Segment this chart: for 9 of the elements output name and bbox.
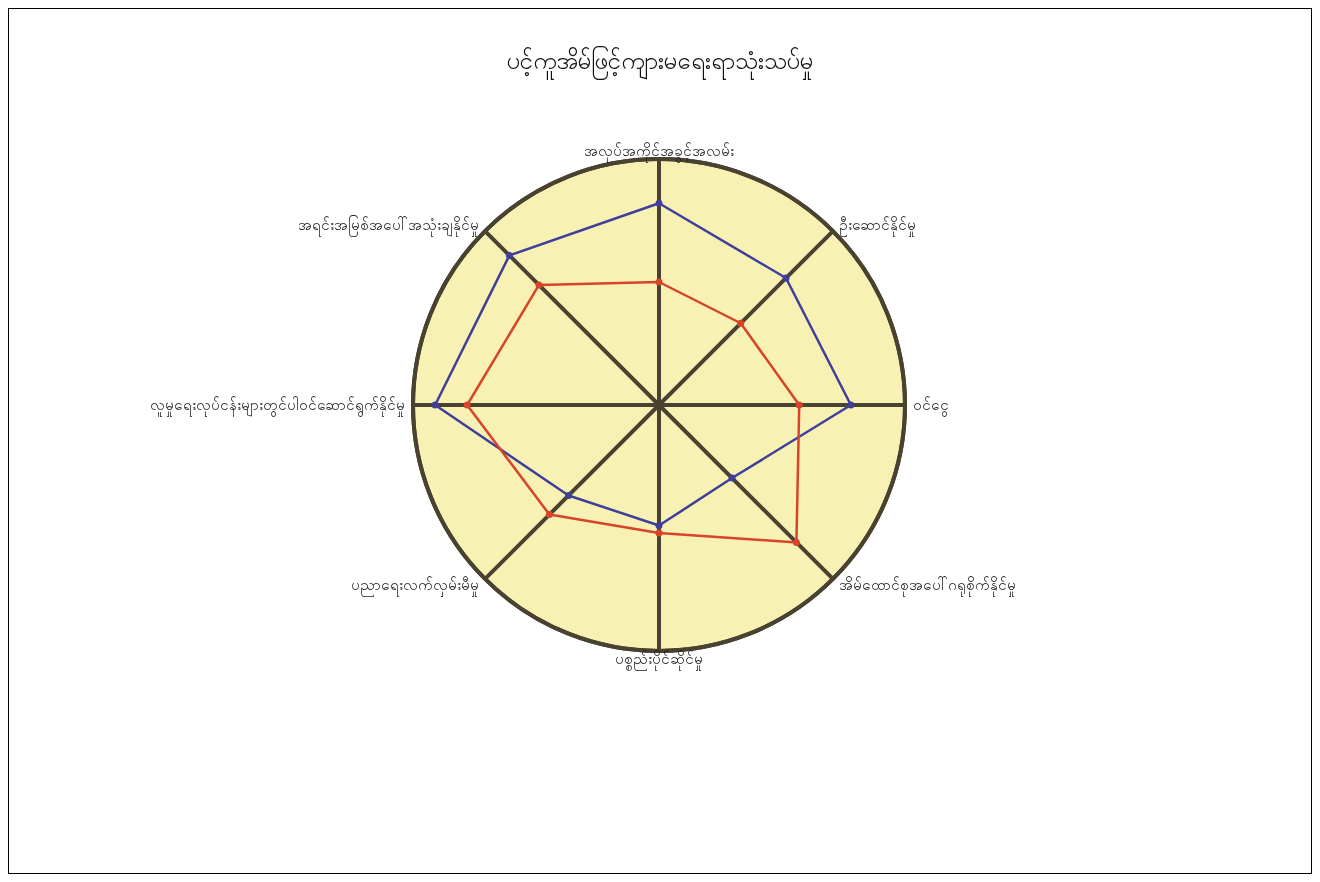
chart-title: ပင့်ကူအိမ်ဖြင့်ကျားမရေးရာသုံးသပ်မှု <box>506 45 814 82</box>
spoke-label: အိမ်ထောင်စုအပေါ်ဂရုစိုက်နိုင်မှု <box>838 575 1016 597</box>
spoke-label: ပညာရေးလက်လှမ်းမီမှု <box>351 575 480 597</box>
spoke-label: ပစ္စည်းပိုင်ဆိုင်မှု <box>615 650 703 671</box>
spoke-label: အလုပ်အကိုင်အခွင့်အလမ်း <box>584 142 734 163</box>
spoke-label: လူမှုရေးလုပ်ငန်းများတွင်ပါဝင်ဆောင်ရွက်နိုင်မှု <box>150 396 405 417</box>
spoke-label: ဝင်ငွေ <box>913 396 949 417</box>
spoke-label: ဦးဆောင်နိုင်မှု <box>838 216 916 238</box>
spoke-label: အရင်းအမြစ်အပေါ်အသုံးချနိုင်မှု <box>298 215 480 238</box>
